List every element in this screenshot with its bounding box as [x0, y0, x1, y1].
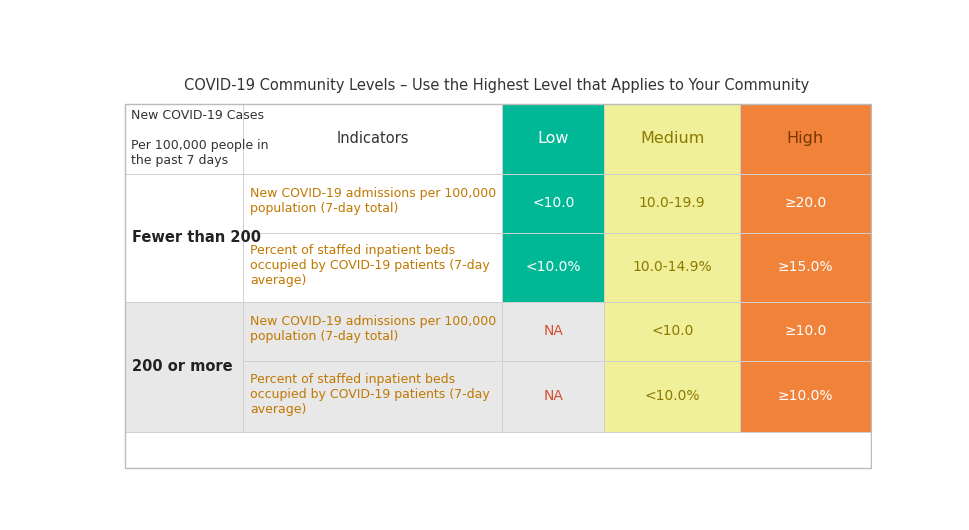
Bar — [740, 302, 870, 361]
Bar — [740, 104, 870, 173]
Bar — [605, 233, 740, 302]
Bar — [502, 104, 605, 173]
Text: Low: Low — [538, 131, 569, 146]
Bar — [242, 104, 502, 173]
Text: Percent of staffed inpatient beds
occupied by COVID-19 patients (7-day
average): Percent of staffed inpatient beds occupi… — [250, 373, 490, 416]
Bar — [502, 361, 605, 432]
Bar — [605, 361, 740, 432]
Text: ≥20.0: ≥20.0 — [784, 196, 827, 210]
Text: Percent of staffed inpatient beds
occupied by COVID-19 patients (7-day
average): Percent of staffed inpatient beds occupi… — [250, 244, 490, 287]
Bar — [740, 173, 870, 233]
Text: NA: NA — [544, 390, 563, 403]
Bar — [125, 302, 242, 432]
Text: ≥15.0%: ≥15.0% — [777, 260, 833, 274]
Text: NA: NA — [544, 324, 563, 338]
Text: ≥10.0: ≥10.0 — [784, 324, 827, 338]
Bar — [242, 233, 502, 302]
Text: Fewer than 200: Fewer than 200 — [133, 230, 262, 245]
Text: Medium: Medium — [641, 131, 704, 146]
Text: New COVID-19 admissions per 100,000
population (7-day total): New COVID-19 admissions per 100,000 popu… — [250, 315, 496, 343]
Bar — [605, 104, 740, 173]
Bar — [242, 361, 502, 432]
Text: New COVID-19 admissions per 100,000
population (7-day total): New COVID-19 admissions per 100,000 popu… — [250, 187, 496, 215]
Text: <10.0%: <10.0% — [644, 390, 700, 403]
Text: <10.0: <10.0 — [651, 324, 694, 338]
Bar — [502, 302, 605, 361]
Bar — [125, 173, 242, 302]
Text: 200 or more: 200 or more — [133, 359, 233, 374]
Text: <10.0%: <10.0% — [525, 260, 581, 274]
Bar — [125, 104, 242, 173]
Text: COVID-19 Community Levels – Use the Highest Level that Applies to Your Community: COVID-19 Community Levels – Use the High… — [184, 78, 809, 93]
Bar — [242, 302, 502, 361]
Text: Indicators: Indicators — [336, 131, 409, 146]
Text: 10.0-14.9%: 10.0-14.9% — [633, 260, 712, 274]
Bar — [605, 173, 740, 233]
Bar — [242, 173, 502, 233]
Text: <10.0: <10.0 — [532, 196, 575, 210]
Text: High: High — [787, 131, 824, 146]
Text: 10.0-19.9: 10.0-19.9 — [639, 196, 705, 210]
Text: ≥10.0%: ≥10.0% — [777, 390, 833, 403]
Bar — [740, 361, 870, 432]
Bar — [605, 302, 740, 361]
Bar — [125, 104, 870, 469]
Bar — [502, 173, 605, 233]
Bar — [502, 233, 605, 302]
Text: New COVID-19 Cases

Per 100,000 people in
the past 7 days: New COVID-19 Cases Per 100,000 people in… — [131, 109, 268, 167]
Bar — [740, 233, 870, 302]
